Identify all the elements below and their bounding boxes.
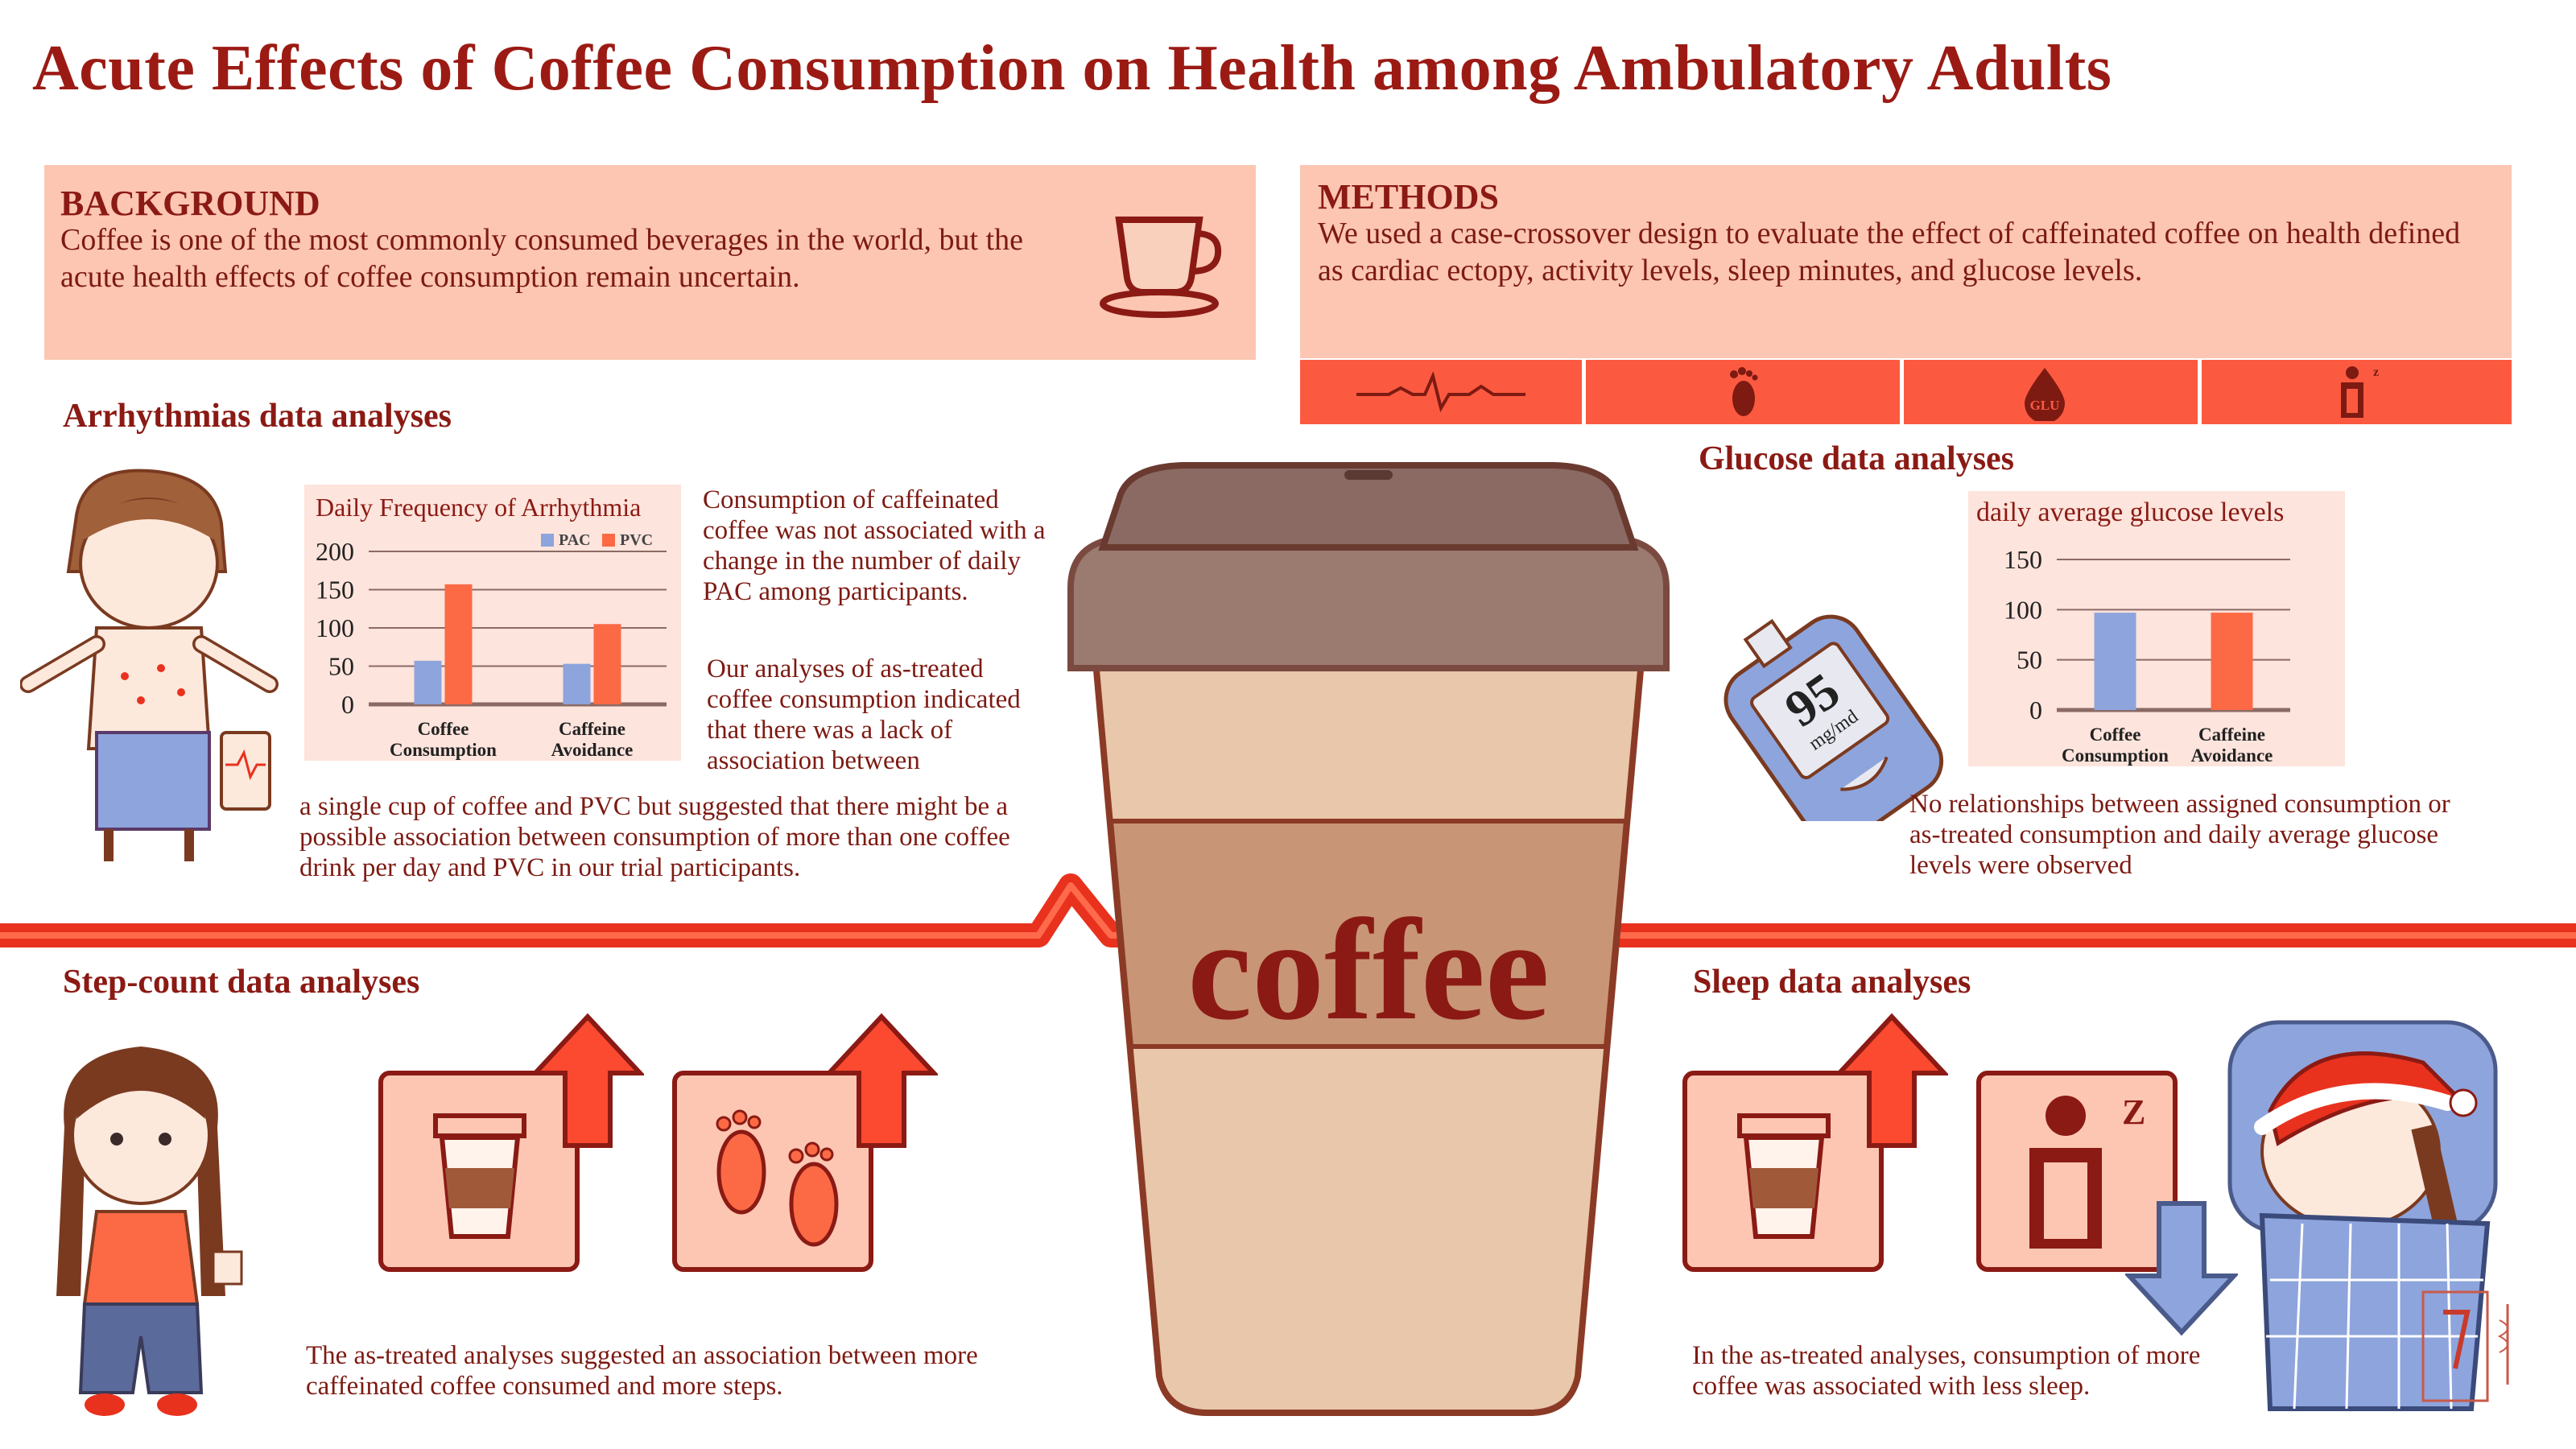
y-tick-label: 100 (2004, 595, 2042, 624)
x-tick-label: Caffeine (2198, 724, 2265, 745)
y-tick-label: 0 (2029, 696, 2042, 724)
person-with-coffee-illustration (56, 1046, 243, 1416)
x-tick-label: Coffee (418, 719, 469, 739)
glucose-drop-icon: GLU (2025, 368, 2065, 421)
steps-text: The as-treated analyses suggested an ass… (306, 1341, 978, 1401)
person-with-monitor-illustration (20, 469, 279, 861)
y-tick-label: 100 (316, 613, 354, 642)
coffee-cup-icon (1737, 1113, 1831, 1239)
glucose-text: No relationships between assigned consum… (1909, 790, 2450, 880)
coffee-cup-icon (433, 1113, 526, 1239)
y-tick-label: 150 (2004, 545, 2042, 574)
coffee-cup-illustration: coffee (1067, 462, 1670, 1416)
background-text: Coffee is one of the most commonly consu… (60, 223, 1024, 294)
methods-text: We used a case-crossover design to evalu… (1318, 217, 2461, 287)
glucose-chart-panel: daily average glucose levels 0 50 100 150 Co… (1968, 491, 2345, 766)
bar (2094, 613, 2136, 710)
sleep-zz: Z (2122, 1092, 2145, 1132)
tile-glucose: GLU (1904, 360, 2198, 424)
bar (563, 663, 591, 704)
glucose-heading: Glucose data analyses (1699, 440, 2015, 477)
page-title: Acute Effects of Coffee Consumption on H… (32, 33, 2112, 104)
background-heading: BACKGROUND (60, 184, 320, 223)
bar (444, 584, 473, 704)
steps-coffee-tile (378, 1071, 580, 1272)
contest-logo (2421, 1290, 2509, 1402)
coffee-cup-icon (1100, 217, 1222, 318)
tile-activity (1586, 360, 1900, 424)
steps-footprint-tile (672, 1071, 873, 1272)
glucose-icon-label: GLU (2030, 398, 2060, 413)
arrhythmias-text-1: Consumption of caffeinated coffee was no… (703, 485, 1046, 606)
y-tick-label: 50 (328, 652, 354, 681)
arrow-up-icon (531, 1013, 644, 1148)
y-tick-label: 0 (341, 690, 354, 719)
sleep-icon-label: z (2373, 365, 2379, 379)
sleep-heading: Sleep data analyses (1693, 964, 1971, 1001)
y-tick-label: 200 (316, 537, 354, 566)
arrow-up-icon (1835, 1013, 1948, 1148)
sleeping-person-illustration (2227, 1020, 2498, 1411)
steps-heading: Step-count data analyses (63, 964, 420, 1001)
sleep-icon: z (2341, 365, 2379, 418)
bar (414, 660, 442, 704)
bar (2211, 613, 2253, 710)
sleep-icon: Z (2029, 1092, 2145, 1249)
sleep-text: In the as-treated analyses, consumption … (1692, 1341, 2201, 1401)
x-tick-label: Coffee (2090, 724, 2141, 745)
y-tick-label: 50 (2017, 646, 2042, 675)
x-tick-label: Consumption (390, 740, 497, 760)
tile-sleep: z (2202, 360, 2512, 424)
methods-heading: METHODS (1318, 177, 1499, 217)
x-tick-label: Consumption (2062, 745, 2169, 766)
footprints-icon (716, 1109, 839, 1247)
x-tick-label: Avoidance (2191, 745, 2273, 766)
arrow-up-icon (825, 1013, 938, 1148)
glucose-meter-illustration: 95 mg/md (1724, 614, 1944, 821)
background-panel: BACKGROUND Coffee is one of the most com… (44, 165, 1256, 360)
bar (593, 624, 621, 704)
arrhythmia-chart-title: Daily Frequency of Arrhythmia (316, 493, 642, 522)
arrhythmias-text-2: Our analyses of as-treated coffee consum… (707, 654, 1021, 775)
legend-label: PAC (559, 531, 591, 549)
arrhythmia-chart-panel: Daily Frequency of Arrhythmia 0 50 100 150 2… (304, 485, 681, 761)
methods-panel: METHODS We used a case-crossover design … (1300, 165, 2512, 358)
legend-swatch (602, 534, 615, 547)
sleep-person-tile: Z (1976, 1071, 2178, 1272)
arrhythmias-heading: Arrhythmias data analyses (63, 398, 452, 435)
legend-swatch (541, 534, 554, 547)
arrhythmias-text-3: a single cup of coffee and PVC but sugge… (299, 792, 1010, 882)
glucose-chart-title: daily average glucose levels (1976, 497, 2285, 527)
footprint-icon (1730, 367, 1758, 416)
x-tick-label: Avoidance (551, 740, 634, 760)
heartbeat-icon (1356, 372, 1525, 412)
sleep-coffee-tile (1682, 1071, 1884, 1272)
arrow-down-icon (2125, 1201, 2238, 1336)
y-tick-label: 150 (316, 576, 354, 605)
legend-label: PVC (620, 531, 653, 549)
x-tick-label: Caffeine (559, 719, 625, 739)
cup-label: coffee (1187, 890, 1550, 1050)
tile-cardiac (1300, 360, 1582, 424)
